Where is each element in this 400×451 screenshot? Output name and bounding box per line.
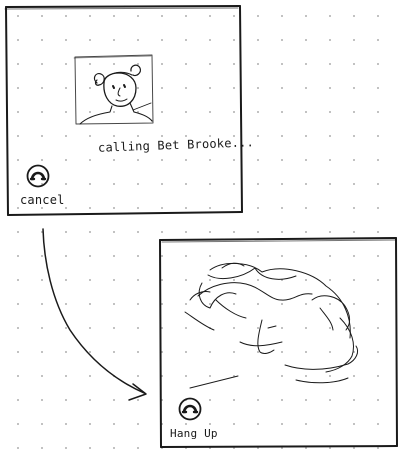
cancel-hangup-icon: [26, 164, 50, 188]
caller-avatar-sketch: [73, 54, 154, 125]
hang-up-icon: [178, 397, 202, 421]
calling-screen-frame: [4, 5, 243, 216]
hang-up-label[interactable]: Hang Up: [170, 427, 218, 440]
hang-up-button[interactable]: [178, 397, 202, 421]
cancel-call-button[interactable]: [26, 164, 50, 188]
cancel-label[interactable]: cancel: [20, 193, 65, 207]
in-call-screen-frame: [159, 237, 398, 448]
remote-video-face-sketch: [184, 262, 359, 389]
transition-arrow: [42, 228, 147, 401]
